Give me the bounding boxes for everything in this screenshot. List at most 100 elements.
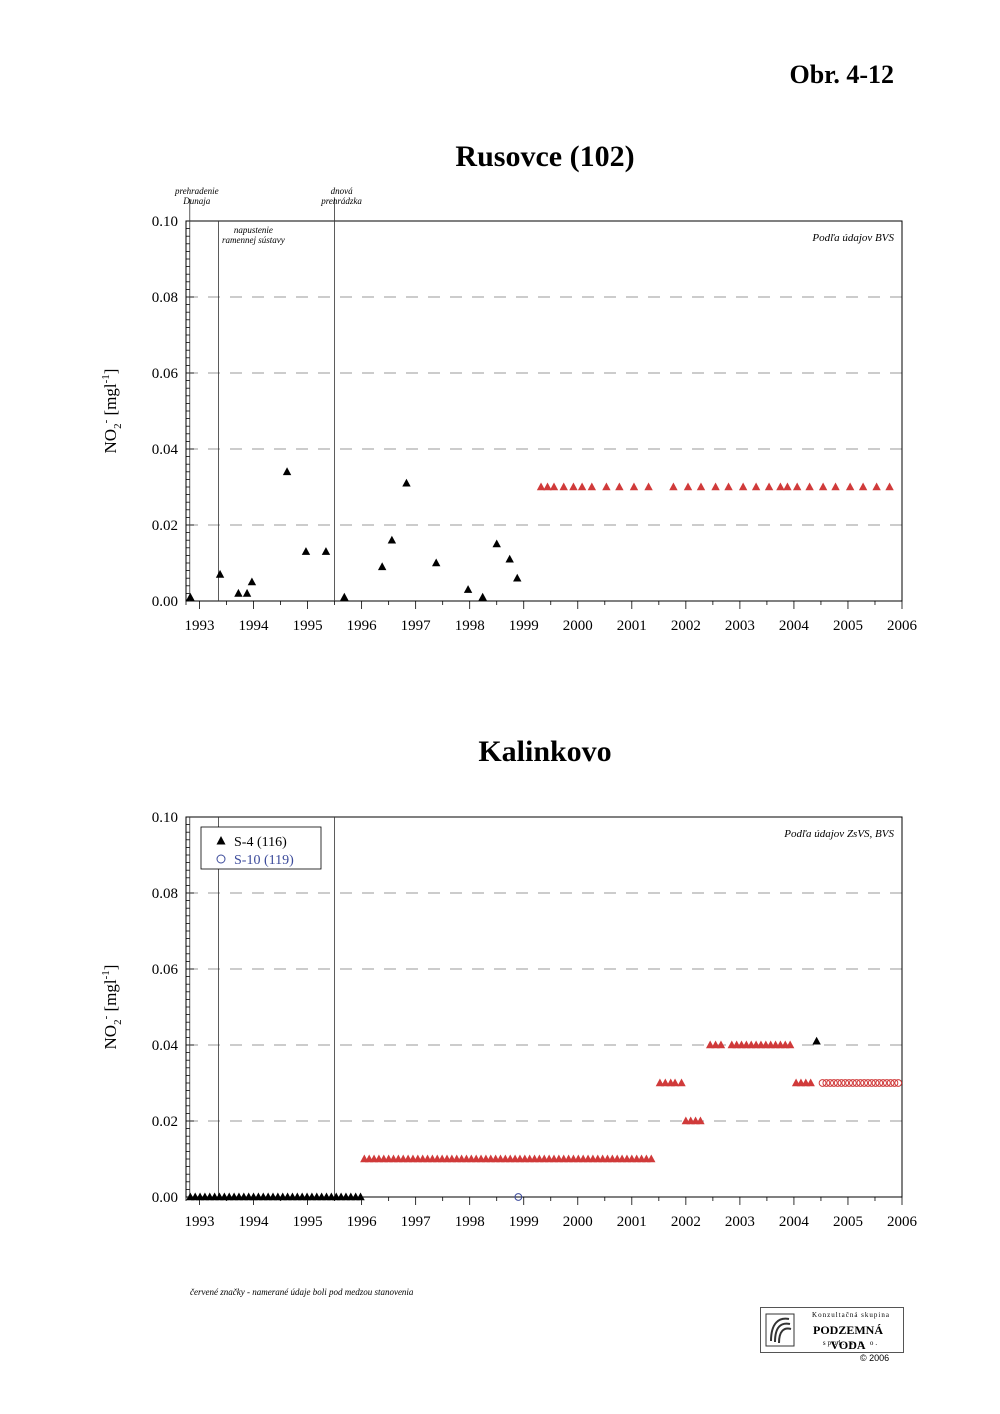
source-note: Podľa údajov BVS: [811, 232, 894, 244]
data-point-triangle: [812, 1036, 821, 1045]
x-tick-label: 2003: [725, 618, 755, 634]
data-point-triangle: [282, 467, 292, 476]
data-point-circle: [845, 1079, 853, 1087]
data-point-triangle: [655, 1078, 665, 1087]
data-point-circle: [860, 1079, 869, 1087]
data-point-circle: [882, 1079, 891, 1087]
x-tick-label: 1999: [509, 1214, 539, 1230]
data-point-circle: [822, 1079, 831, 1087]
data-point-triangle: [764, 482, 774, 491]
data-point-triangle: [505, 554, 514, 563]
data-point-circle: [841, 1079, 850, 1087]
event-label: ramennej sústavy: [222, 235, 285, 245]
y-tick-label: 0.02: [152, 1114, 178, 1130]
event-label: Dunaja: [182, 196, 211, 206]
data-point-triangle: [716, 1040, 726, 1049]
data-point-triangle: [845, 482, 855, 491]
data-point-triangle: [602, 482, 611, 491]
x-tick-label: 2002: [671, 618, 701, 634]
data-point-triangle: [387, 535, 397, 544]
data-point-triangle: [463, 585, 473, 593]
data-point-circle: [864, 1079, 872, 1087]
data-point-triangle: [549, 482, 559, 491]
data-point-triangle: [577, 482, 587, 491]
x-tick-label: 2004: [779, 1214, 810, 1230]
data-point-triangle: [615, 482, 624, 491]
y-tick-label: 0.02: [152, 518, 178, 534]
data-point-triangle: [858, 482, 868, 491]
data-point-triangle: [356, 1192, 365, 1201]
data-point-triangle: [696, 482, 706, 491]
y-tick-label: 0.10: [152, 810, 178, 826]
data-point-circle: [867, 1079, 876, 1087]
company-logo: Konzultačná skupina PODZEMNÁ VODA spol. …: [760, 1307, 904, 1353]
legend-marker: [216, 836, 226, 845]
figure-label: Obr. 4-12: [789, 60, 895, 89]
data-point-circle: [830, 1079, 838, 1087]
data-point-triangle: [629, 482, 639, 491]
data-point-triangle: [776, 482, 785, 491]
data-point-circle: [886, 1079, 895, 1087]
chart-title-rusovce: Rusovce (102): [455, 140, 635, 173]
x-tick-label: 1998: [455, 618, 485, 634]
data-point-triangle: [670, 1078, 680, 1087]
data-point-circle: [848, 1079, 857, 1087]
x-tick-label: 1994: [239, 618, 270, 634]
data-point-triangle: [402, 478, 411, 487]
data-point-triangle: [492, 539, 501, 548]
data-point-triangle: [805, 482, 814, 491]
data-point-circle: [818, 1079, 827, 1087]
logo-name: PODZEMNÁ VODA: [813, 1323, 883, 1352]
data-point-triangle: [247, 577, 257, 586]
chart-rusovce: 0.00 0.02 0.04 0.06 0.08 0.10 1993 1994 1995 1996…: [100, 186, 918, 634]
data-point-triangle: [696, 1116, 705, 1125]
data-point-triangle: [751, 482, 761, 491]
data-point-triangle: [806, 1078, 815, 1087]
data-point-triangle: [792, 482, 802, 491]
data-point-circle: [852, 1079, 861, 1087]
data-point-triangle: [669, 482, 678, 491]
y-axis-label: NO2- [mgl-1]: [100, 965, 124, 1050]
y-tick-label: 0.04: [152, 442, 179, 458]
legend-marker: [216, 854, 226, 864]
x-tick-label: 1999: [509, 618, 539, 634]
plot-frame: [185, 816, 903, 1198]
data-point-triangle: [647, 1154, 656, 1163]
data-point-circle: [833, 1079, 842, 1087]
data-point-triangle: [431, 558, 441, 567]
y-tick-label: 0.08: [152, 886, 178, 902]
y-axis-label: NO2- [mgl-1]: [100, 369, 124, 454]
data-point-triangle: [513, 573, 522, 582]
legend-box: [200, 826, 322, 870]
data-point-triangle: [661, 1078, 670, 1087]
data-point-triangle: [569, 482, 578, 491]
data-point-triangle: [559, 482, 568, 491]
chart-title-kalinkovo: Kalinkovo: [478, 735, 612, 768]
data-point-triangle: [536, 482, 546, 491]
data-point-circle: [890, 1079, 899, 1087]
y-tick-label: 0.06: [152, 962, 179, 978]
y-tick-label: 0.10: [152, 214, 178, 230]
x-tick-label: 2005: [833, 618, 863, 634]
x-tick-label: 1997: [401, 1214, 432, 1230]
data-point-triangle: [242, 588, 252, 597]
source-note: Podľa údajov ZsVS, BVS: [783, 828, 894, 840]
data-point-circle: [826, 1079, 835, 1087]
data-point-triangle: [783, 482, 792, 491]
data-point-triangle: [587, 482, 597, 491]
y-tick-label: 0.06: [152, 366, 179, 382]
data-point-triangle: [738, 482, 748, 491]
data-point-triangle: [872, 482, 881, 491]
y-tick-label: 0.04: [152, 1038, 179, 1054]
plot-frame: [185, 220, 903, 602]
x-tick-label: 2005: [833, 1214, 863, 1230]
event-label: dnová: [331, 186, 353, 196]
data-point-triangle: [321, 547, 331, 555]
legend-label: S-10 (119): [234, 853, 294, 868]
x-tick-label: 1995: [293, 618, 323, 634]
x-tick-label: 2000: [563, 618, 593, 634]
x-tick-label: 2002: [671, 1214, 701, 1230]
event-label: prehradenie: [174, 186, 219, 196]
data-point-circle: [856, 1079, 865, 1087]
x-tick-label: 2001: [617, 1214, 647, 1230]
